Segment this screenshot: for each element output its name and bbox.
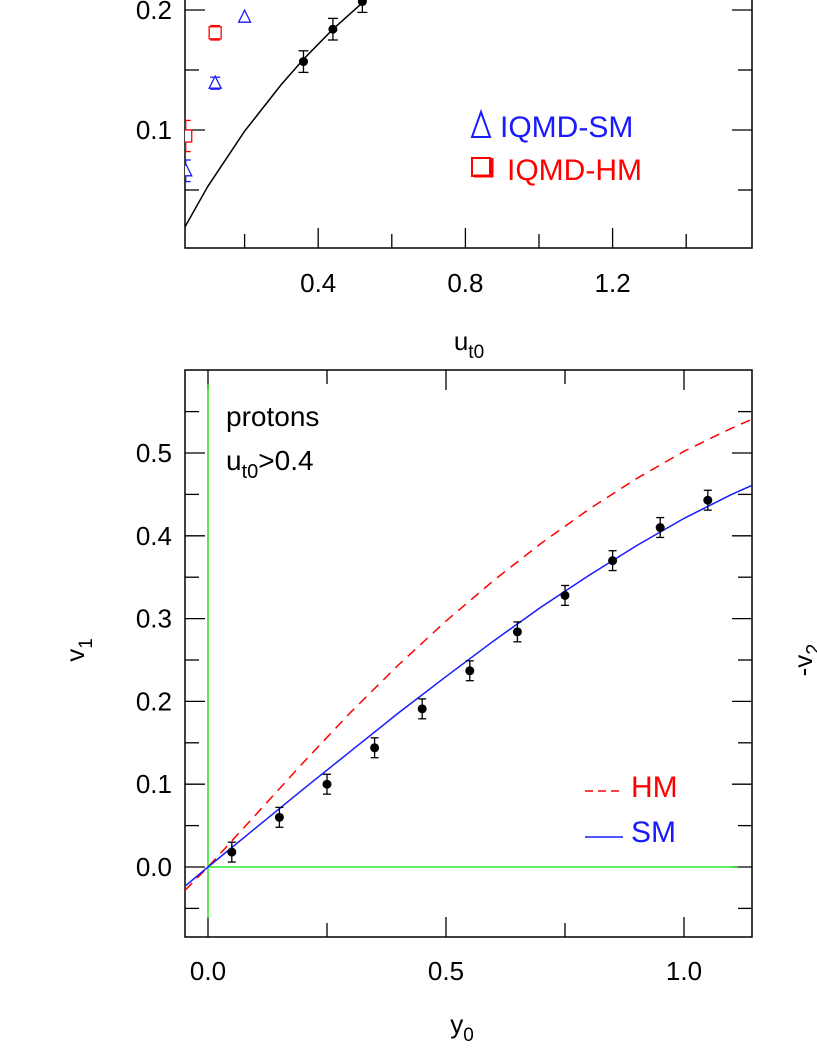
y-tick-label: 0.2 — [136, 0, 172, 25]
y-tick-label: 0.5 — [136, 438, 172, 468]
x-axis-label: ut0 — [454, 326, 484, 363]
y-tick-label: 0.0 — [136, 852, 172, 882]
fit-curve — [185, 0, 367, 229]
x-tick-label: 0.5 — [428, 956, 464, 986]
data-point — [298, 57, 308, 67]
data-point — [608, 556, 618, 566]
x-tick-label: 1.2 — [595, 268, 631, 298]
iqmd-hm-point — [185, 129, 193, 143]
x-tick-label: 0.0 — [190, 956, 226, 986]
top-panel: 0.4 0.8 1.2 0.1 0.2 ut0 IQMD-SM IQMD-HM — [136, 0, 753, 363]
legend-triangle-icon — [470, 109, 492, 138]
y-tick-label: 0.1 — [136, 769, 172, 799]
annotation-protons: protons — [226, 401, 319, 432]
data-point — [703, 495, 713, 505]
legend-square-icon — [471, 157, 491, 177]
curve-sm — [184, 484, 753, 887]
x-tick-label: 0.4 — [300, 268, 336, 298]
data-point — [227, 847, 237, 857]
plot-frame — [184, 0, 753, 249]
iqmd-sm-point — [185, 162, 193, 177]
legend-label-hm: HM — [631, 771, 678, 804]
legend-label-sm: SM — [631, 816, 676, 849]
plot-area — [185, 0, 368, 229]
y-tick-label: 0.2 — [136, 686, 172, 716]
iqmd-sm-point — [208, 74, 223, 89]
x-axis-label: y0 — [450, 1009, 474, 1046]
cropped-right-label: -v2 — [788, 644, 817, 677]
x-tick-label: 1.0 — [666, 956, 702, 986]
bottom-panel: 0.0 0.5 1.0 0.0 0.1 0.2 0.3 0.4 0.5 y0 v1 protons ut… — [60, 369, 753, 1046]
plot-frame — [184, 369, 753, 938]
legend-label-hm: IQMD-HM — [507, 154, 642, 187]
x-tick-label: 0.8 — [447, 268, 483, 298]
data-point — [274, 812, 284, 822]
y-tick-label: 0.4 — [136, 521, 172, 551]
data-point — [655, 523, 665, 533]
y-axis-label: v1 — [60, 638, 97, 662]
data-point — [560, 590, 570, 600]
data-point — [512, 627, 522, 637]
y-tick-label: 0.1 — [136, 115, 172, 145]
y-tick-label: 0.3 — [136, 604, 172, 634]
iqmd-sm-point — [237, 8, 252, 23]
legend-label-sm: IQMD-SM — [500, 111, 633, 144]
data-point — [465, 666, 475, 676]
data-point — [417, 704, 427, 714]
data-point — [322, 779, 332, 789]
legend-square-shadow — [474, 158, 494, 178]
data-point — [370, 743, 380, 753]
iqmd-hm-point — [208, 26, 222, 40]
annotation-cut: ut0>0.4 — [226, 445, 314, 483]
